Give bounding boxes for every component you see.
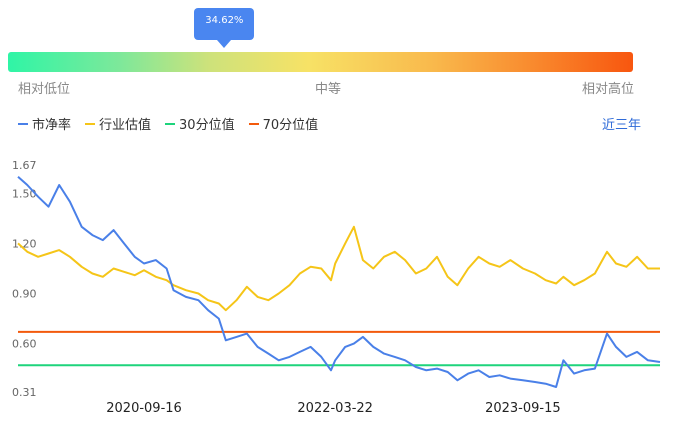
x-tick-label: 2022-03-22 bbox=[297, 401, 373, 416]
percentile-pointer bbox=[217, 40, 232, 48]
legend-swatch-p30 bbox=[165, 122, 176, 125]
y-tick-label: 0.31 bbox=[12, 386, 37, 399]
y-tick-label: 1.50 bbox=[12, 187, 37, 200]
chart-legend: 市净率 行业估值 30分位值 70分位值 bbox=[18, 114, 318, 133]
legend-item-p30[interactable]: 30分位值 bbox=[165, 114, 235, 133]
gauge-mid-label: 中等 bbox=[315, 82, 342, 97]
chart-series bbox=[17, 175, 661, 388]
industry-valuation-line bbox=[17, 225, 660, 312]
y-tick-label: 1.67 bbox=[12, 159, 37, 172]
legend-swatch-pb bbox=[18, 122, 28, 125]
y-tick-label: 1.20 bbox=[12, 237, 37, 250]
legend-label-industry: 行业估值 bbox=[99, 118, 152, 133]
legend-item-industry[interactable]: 行业估值 bbox=[85, 114, 151, 133]
y-axis-ticks: 1.67 1.50 1.20 0.90 0.60 0.31 bbox=[12, 159, 37, 399]
legend-label-pb: 市净率 bbox=[32, 118, 72, 133]
legend-item-p70[interactable]: 70分位值 bbox=[248, 114, 319, 133]
x-axis-ticks: 2020-09-16 2022-03-22 2023-09-15 bbox=[106, 401, 560, 416]
y-tick-label: 0.90 bbox=[12, 288, 37, 301]
legend-swatch-industry bbox=[85, 122, 96, 125]
legend-item-pb[interactable]: 市净率 bbox=[18, 114, 71, 133]
x-tick-label: 2023-09-15 bbox=[485, 401, 561, 416]
range-selector-3y[interactable]: 近三年 bbox=[601, 118, 641, 133]
percentile-gauge-bar bbox=[8, 52, 633, 72]
legend-swatch-p70 bbox=[248, 122, 259, 125]
legend-label-p30: 30分位值 bbox=[179, 118, 235, 133]
pb-line bbox=[17, 175, 661, 388]
x-tick-label: 2020-09-16 bbox=[106, 401, 182, 416]
percentile-bubble: 34.62% bbox=[194, 8, 255, 48]
percentile-value: 34.62% bbox=[205, 15, 244, 26]
y-tick-label: 0.60 bbox=[12, 338, 37, 351]
legend-label-p70: 70分位值 bbox=[262, 118, 319, 133]
gauge-low-label: 相对低位 bbox=[18, 82, 71, 97]
gauge-high-label: 相对高位 bbox=[582, 82, 635, 97]
